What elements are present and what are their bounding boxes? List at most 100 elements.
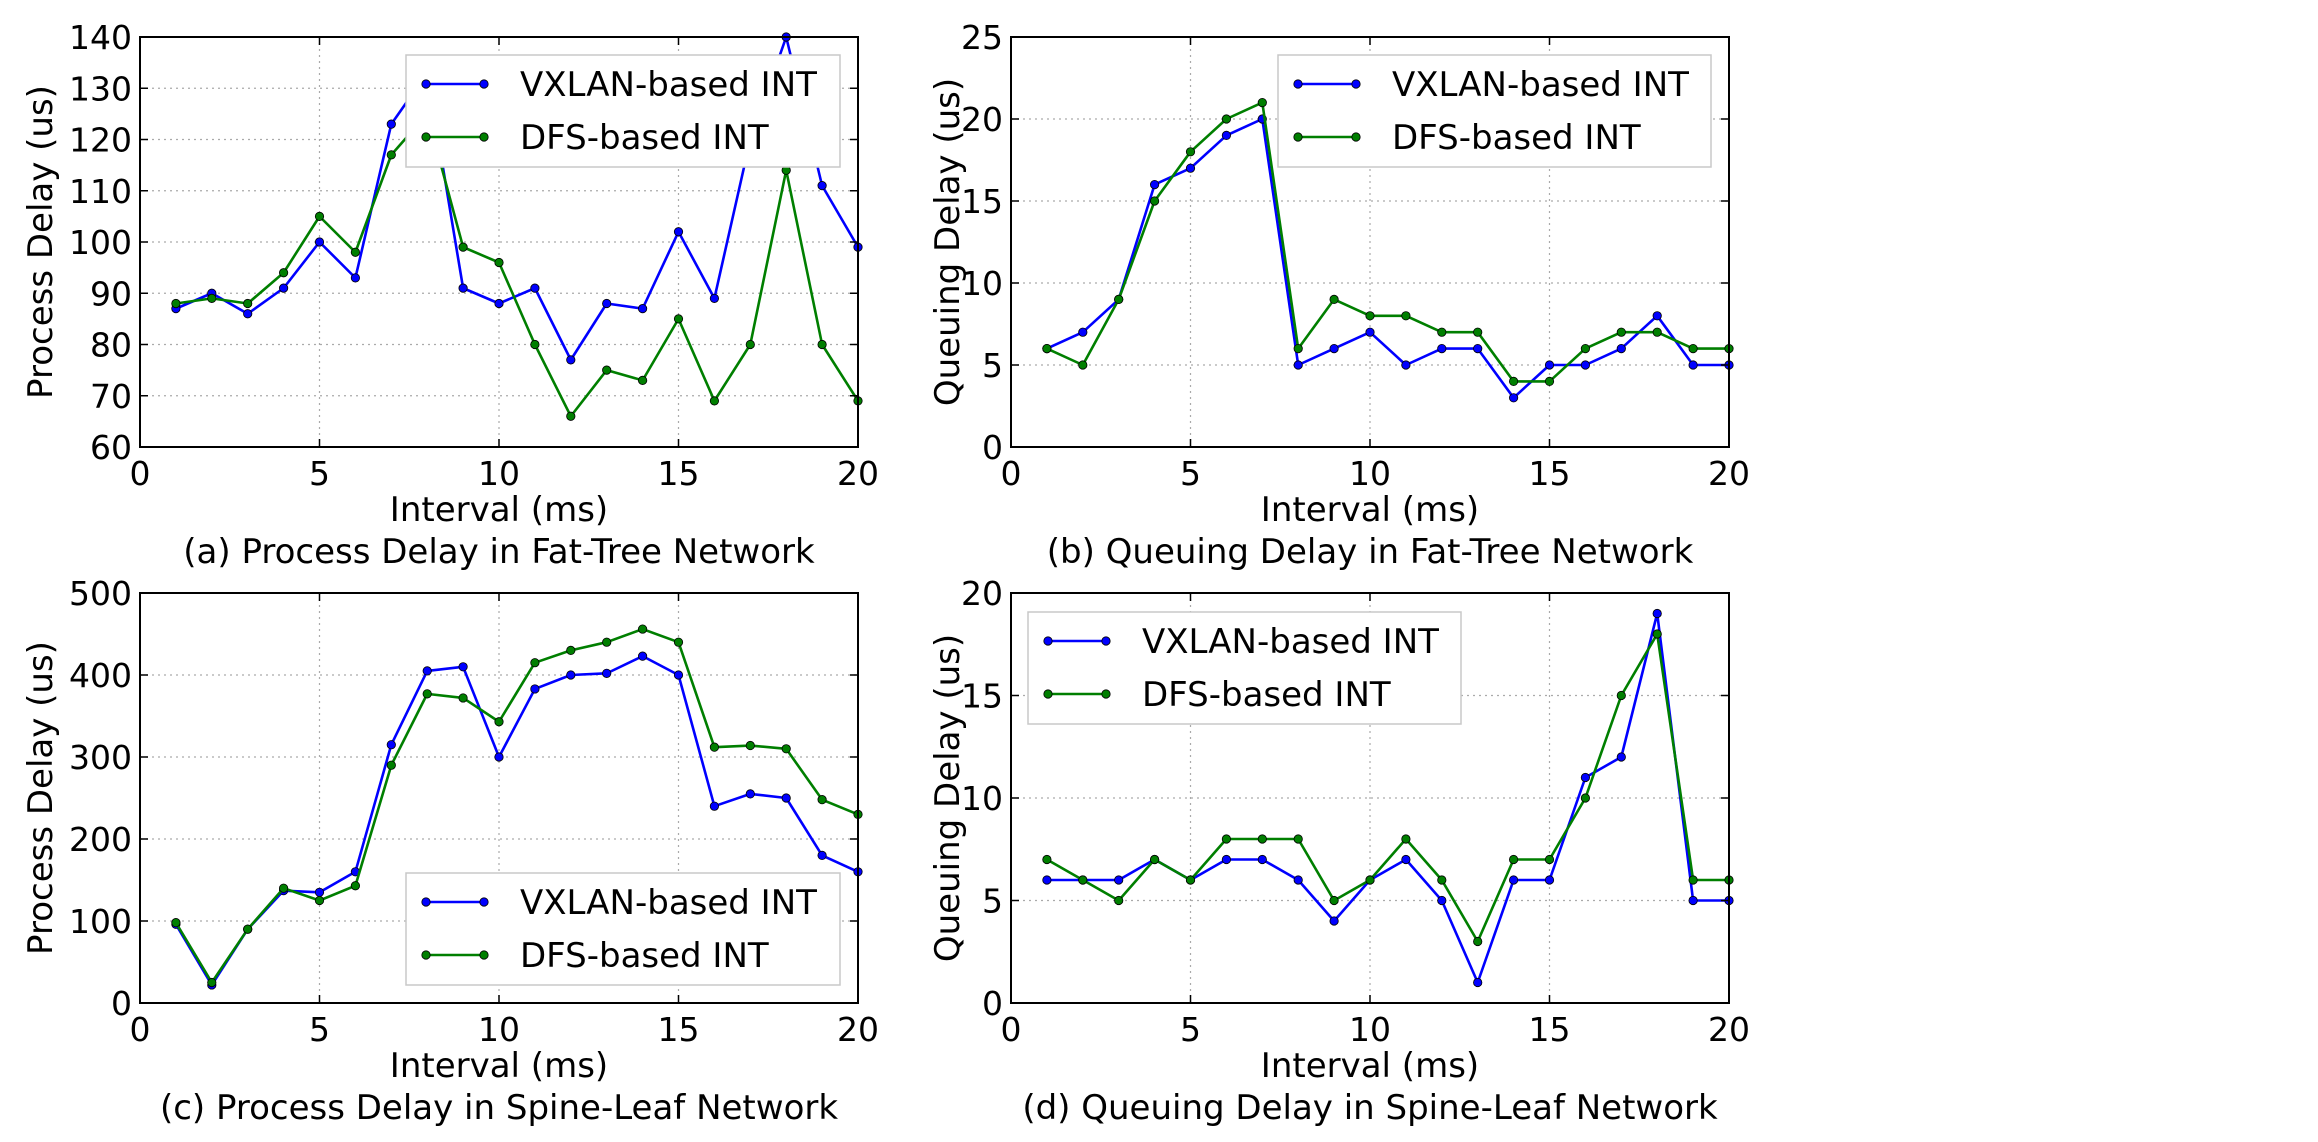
data-point: [817, 795, 827, 805]
data-point: [673, 314, 684, 324]
data-point: [1329, 294, 1339, 304]
x-tick-label: 10: [1349, 454, 1391, 493]
y-tick-label: 20: [961, 574, 1003, 613]
data-point: [1509, 376, 1519, 386]
data-point: [243, 309, 253, 319]
x-tick-label: 0: [1001, 1010, 1022, 1049]
data-point: [314, 237, 325, 247]
panel-caption: (a) Process Delay in Fat-Tree Network: [183, 532, 815, 572]
series-line-dfs: [174, 627, 859, 984]
x-tick-label: 15: [1529, 454, 1571, 493]
data-point: [1078, 875, 1088, 885]
data-point: [350, 247, 360, 257]
data-point: [1688, 875, 1698, 885]
x-tick-label: 20: [837, 1010, 879, 1049]
data-point: [530, 684, 540, 694]
y-axis-label: Queuing Delay (us): [928, 78, 968, 406]
data-point: [1042, 854, 1052, 865]
data-point: [673, 227, 684, 237]
data-point: [781, 744, 791, 754]
legend: VXLAN-based INT DFS-based INT: [1027, 611, 1462, 725]
x-tick-label: 15: [658, 1010, 700, 1049]
data-point: [1509, 875, 1519, 885]
data-point: [1114, 875, 1124, 885]
legend-marker: [479, 897, 489, 907]
y-axis-label: Process Delay (us): [21, 641, 61, 955]
data-point: [207, 977, 217, 988]
legend-box: [405, 872, 841, 986]
panel-caption: (b) Queuing Delay in Fat-Tree Network: [1047, 532, 1694, 572]
data-point: [278, 883, 289, 893]
legend-marker: [1293, 79, 1303, 89]
data-point: [566, 670, 576, 680]
data-point: [566, 411, 576, 421]
legend: VXLAN-based INT DFS-based INT: [1277, 54, 1712, 168]
panel-caption: (c) Process Delay in Spine-Leaf Network: [160, 1088, 838, 1128]
y-tick-label: 20: [961, 100, 1003, 139]
data-point: [1401, 854, 1411, 865]
data-point: [781, 793, 791, 803]
data-point: [494, 717, 504, 727]
x-tick-label: 5: [1180, 454, 1201, 493]
data-point: [1616, 690, 1626, 701]
data-point: [171, 918, 181, 928]
legend-label: VXLAN-based INT: [520, 65, 817, 105]
data-point: [1580, 343, 1591, 354]
data-point: [1688, 895, 1698, 906]
x-tick-label: 15: [658, 454, 700, 493]
x-tick-label: 10: [478, 454, 520, 493]
data-point: [207, 293, 217, 303]
data-point: [494, 257, 504, 268]
x-tick-label: 5: [309, 1010, 330, 1049]
data-point: [566, 355, 576, 365]
data-point: [1652, 608, 1662, 619]
y-tick-label: 25: [961, 18, 1003, 57]
data-point: [637, 651, 648, 661]
legend-marker: [1043, 689, 1053, 699]
data-point: [637, 624, 648, 634]
data-point: [530, 339, 540, 350]
data-point: [817, 850, 827, 861]
chart-panel-b: 0 5 10 15 20 0 5 10 15 20 25 Interval (ms) Queuing D…: [928, 18, 1750, 572]
data-point: [1473, 343, 1483, 354]
data-point: [1114, 294, 1124, 304]
data-point: [1257, 854, 1267, 865]
y-tick-label: 5: [982, 346, 1003, 385]
data-point: [709, 801, 720, 811]
legend-label: VXLAN-based INT: [1392, 65, 1689, 105]
data-point: [1150, 196, 1160, 206]
y-tick-label: 110: [69, 172, 132, 211]
data-point: [817, 181, 827, 191]
data-point: [1616, 343, 1626, 354]
data-point: [1473, 936, 1483, 947]
y-tick-label: 0: [111, 984, 132, 1023]
y-tick-label: 15: [961, 182, 1003, 221]
y-tick-label: 70: [90, 377, 132, 416]
y-tick-label: 10: [961, 264, 1003, 303]
series-line-dfs: [1046, 632, 1729, 943]
legend-marker: [1101, 636, 1111, 646]
data-point: [1401, 360, 1411, 370]
data-point: [1437, 327, 1447, 337]
y-tick-label: 500: [69, 574, 132, 613]
data-point: [1185, 875, 1196, 885]
data-point: [1473, 327, 1483, 337]
x-tick-label: 20: [837, 454, 879, 493]
y-tick-label: 80: [90, 326, 132, 365]
y-tick-label: 100: [69, 902, 132, 941]
x-axis-label: Interval (ms): [390, 490, 608, 530]
y-axis-label: Queuing Delay (us): [928, 634, 968, 962]
y-tick-label: 130: [69, 69, 132, 108]
data-point: [1652, 327, 1662, 337]
data-point: [278, 268, 289, 278]
data-point: [1221, 130, 1232, 140]
data-point: [637, 304, 648, 314]
data-point: [1437, 875, 1447, 885]
data-point: [1257, 834, 1267, 844]
series-line-dfs: [175, 112, 860, 418]
chart-panel-d: 0 5 10 15 20 0 5 10 15 20 Interval (ms) Queuing Del…: [928, 574, 1750, 1128]
data-point: [243, 298, 253, 309]
data-point: [458, 693, 468, 703]
data-point: [1580, 360, 1591, 370]
legend-label: DFS-based INT: [520, 118, 769, 158]
